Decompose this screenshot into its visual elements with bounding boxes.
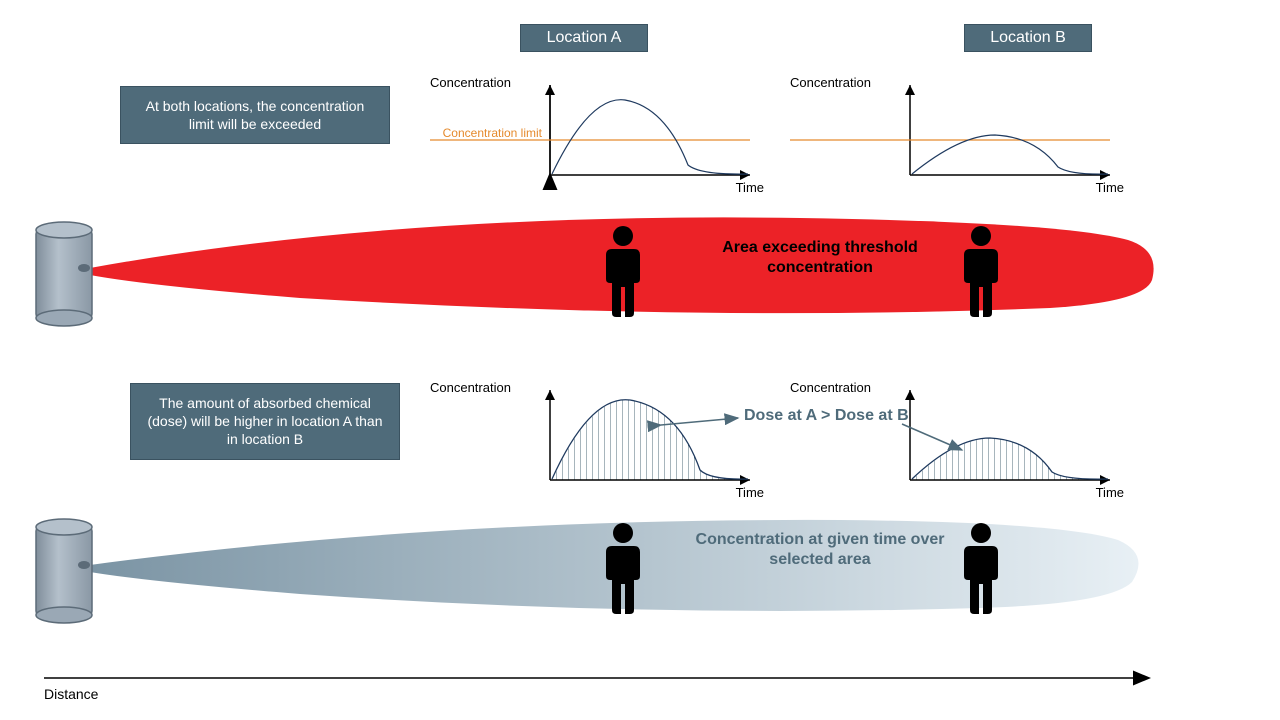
person-b-top — [960, 225, 1002, 319]
xlabel-ta: Time — [736, 180, 764, 195]
red-plume-label: Area exceeding threshold concentration — [690, 238, 950, 278]
person-b-bottom — [960, 522, 1002, 616]
location-b-header: Location B — [964, 24, 1092, 52]
xlabel-tb: Time — [1096, 180, 1124, 195]
distance-label: Distance — [44, 686, 98, 702]
location-b-label: Location B — [990, 29, 1066, 46]
info-box-top: At both locations, the concentration lim… — [120, 86, 390, 144]
location-a-label: Location A — [547, 29, 622, 46]
blue-plume-label: Concentration at given time over selecte… — [690, 530, 950, 570]
info-top-text: At both locations, the concentration lim… — [146, 98, 365, 132]
chart-top-b: Concentration Time — [790, 75, 1130, 195]
chart-bot-b: Concentration Time — [790, 380, 1130, 500]
tank-1 — [34, 220, 98, 330]
info-box-bottom: The amount of absorbed chemical (dose) w… — [130, 383, 400, 460]
xlabel-ba: Time — [736, 485, 764, 500]
info-bottom-text: The amount of absorbed chemical (dose) w… — [147, 395, 382, 447]
person-a-bottom — [602, 522, 644, 616]
chart-top-a: Concentration Concentration limit Time — [430, 75, 770, 195]
person-a-top — [602, 225, 644, 319]
location-a-header: Location A — [520, 24, 648, 52]
tank-2 — [34, 517, 98, 627]
chart-bot-a: Concentration Time — [430, 380, 770, 500]
xlabel-bb: Time — [1096, 485, 1124, 500]
limit-label: Concentration limit — [430, 127, 542, 140]
